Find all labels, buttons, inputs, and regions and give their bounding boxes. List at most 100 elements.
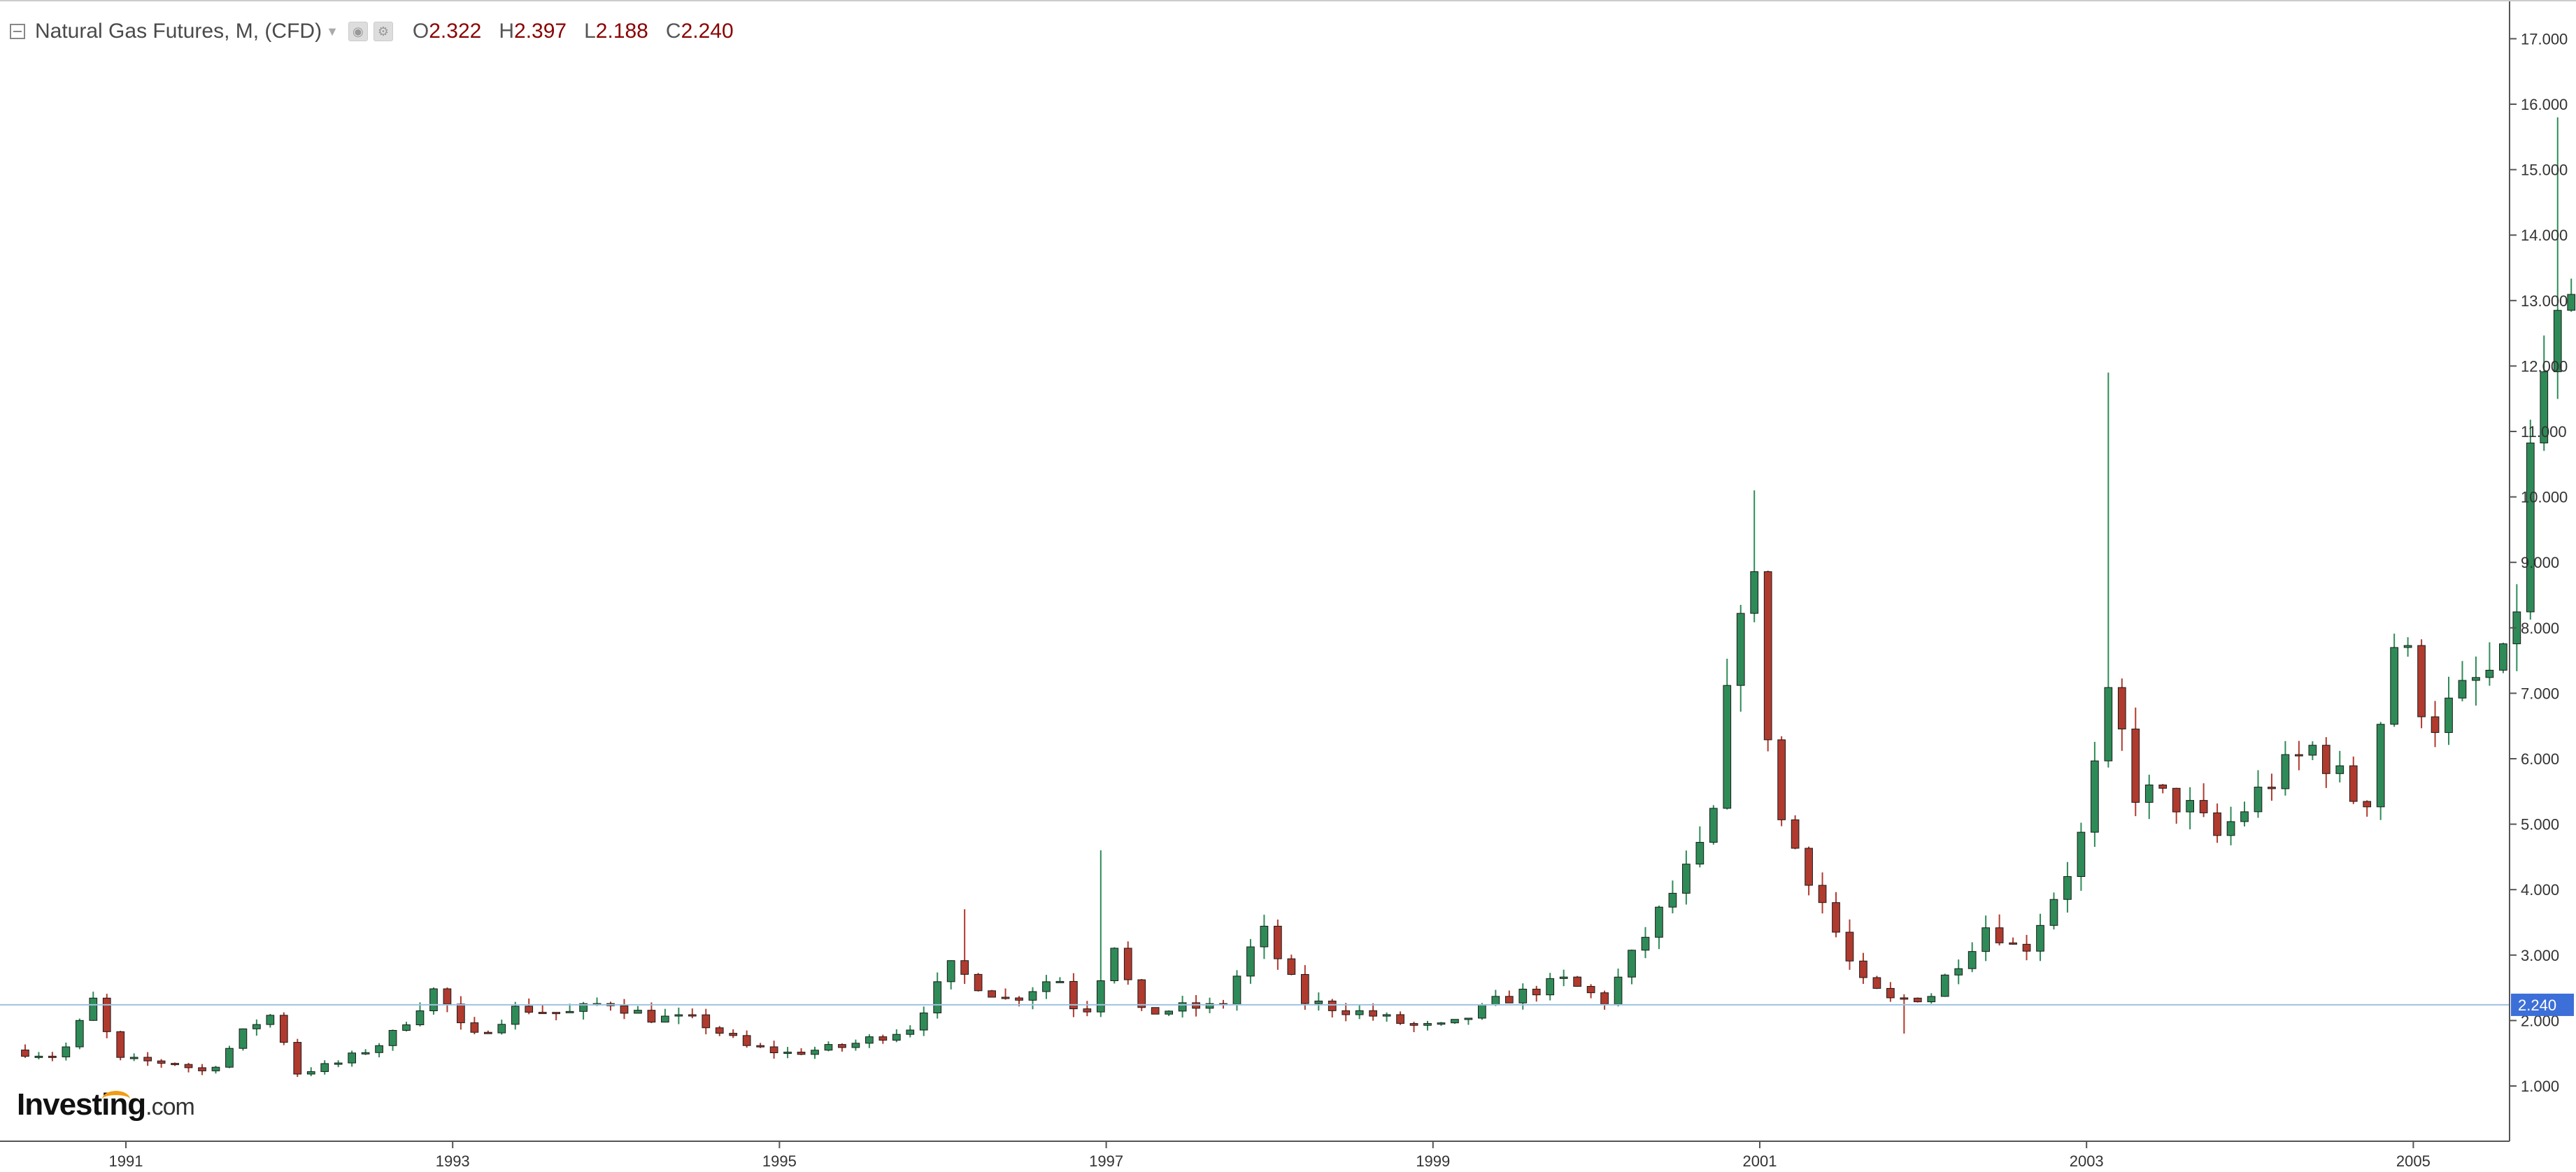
candle xyxy=(184,1062,193,1073)
candle xyxy=(620,999,629,1020)
candle xyxy=(946,960,955,989)
candle xyxy=(1546,973,1555,1001)
candle xyxy=(1028,987,1037,1010)
candle xyxy=(824,1041,833,1052)
candle xyxy=(1504,990,1514,1003)
candle xyxy=(266,1013,275,1028)
candle xyxy=(2186,787,2194,829)
candle xyxy=(1137,978,1146,1011)
candle xyxy=(1355,1004,1364,1020)
x-tick-label: 1995 xyxy=(762,1152,797,1170)
candle xyxy=(2199,783,2208,817)
candle xyxy=(1600,990,1609,1010)
candle xyxy=(1832,892,1840,938)
candle xyxy=(634,1006,642,1014)
candle xyxy=(483,1030,492,1034)
candle xyxy=(2431,701,2440,748)
candle xyxy=(1478,1003,1486,1020)
candle xyxy=(1260,915,1269,959)
candle xyxy=(1954,959,1963,985)
candle xyxy=(1042,975,1051,999)
candle xyxy=(715,1026,724,1036)
y-tick-label: 15.000 xyxy=(2521,162,2568,179)
x-tick-label: 1993 xyxy=(436,1152,470,1170)
candle xyxy=(293,1038,302,1078)
y-tick-label: 1.000 xyxy=(2521,1078,2559,1095)
candle xyxy=(1096,850,1105,1017)
logo-swoosh-icon xyxy=(102,1091,130,1108)
candle xyxy=(2131,707,2140,817)
candle xyxy=(1723,659,1732,810)
candle xyxy=(1736,605,1745,712)
chevron-down-icon[interactable]: ▼ xyxy=(326,24,339,38)
chart-legend: Natural Gas Futures, M, (CFD) ▼ ◉ ⚙ O 2.3… xyxy=(10,20,734,43)
candle xyxy=(2268,773,2276,801)
candle xyxy=(1123,941,1132,985)
candle xyxy=(756,1043,765,1048)
candle xyxy=(348,1050,357,1067)
candle xyxy=(1791,815,1800,850)
collapse-legend-icon[interactable] xyxy=(10,24,25,39)
candle xyxy=(1328,999,1337,1017)
candle xyxy=(1845,919,1854,970)
settings-gear-icon[interactable]: ⚙ xyxy=(373,22,393,41)
candle xyxy=(1396,1011,1404,1025)
candle xyxy=(1055,977,1065,983)
y-tick-label: 14.000 xyxy=(2521,227,2568,244)
candle xyxy=(457,996,465,1030)
candle xyxy=(2022,934,2031,961)
close-value: 2.240 xyxy=(681,20,734,43)
candle xyxy=(933,972,942,1019)
candle xyxy=(906,1025,915,1038)
candle xyxy=(1573,976,1581,987)
candle xyxy=(2567,278,2576,312)
candle xyxy=(1695,826,1705,868)
current-price-badge: 2.240 xyxy=(2511,993,2574,1016)
candle xyxy=(129,1053,138,1062)
candle xyxy=(1369,1003,1378,1021)
candle xyxy=(211,1066,220,1074)
candle xyxy=(2049,892,2058,930)
candle xyxy=(239,1028,248,1051)
candle xyxy=(1886,982,1895,1002)
candle xyxy=(1818,872,1827,914)
candle xyxy=(919,1006,928,1036)
candle xyxy=(1872,976,1881,989)
candle xyxy=(2417,639,2426,729)
candle xyxy=(878,1034,888,1044)
low-value: 2.188 xyxy=(595,20,648,43)
y-tick-label: 5.000 xyxy=(2521,816,2559,834)
candle xyxy=(279,1012,288,1045)
candle xyxy=(2104,372,2113,768)
candle xyxy=(1110,947,1119,984)
candle xyxy=(674,1007,683,1024)
high-label: H xyxy=(499,20,515,43)
x-tick-label: 1991 xyxy=(109,1152,143,1170)
candle xyxy=(988,989,996,998)
y-tick-label: 12.000 xyxy=(2521,357,2568,375)
y-tick-label: 11.000 xyxy=(2521,423,2567,441)
visibility-icon[interactable]: ◉ xyxy=(348,22,368,41)
candle xyxy=(2458,661,2467,701)
candle xyxy=(2376,722,2385,820)
open-label: O xyxy=(412,20,429,43)
candle xyxy=(1464,1017,1473,1025)
candle xyxy=(1655,906,1663,950)
y-tick-label: 17.000 xyxy=(2521,30,2568,48)
candle xyxy=(2077,822,2086,891)
candle xyxy=(2403,637,2412,657)
candle xyxy=(552,1012,561,1021)
candle xyxy=(1423,1020,1432,1031)
high-value: 2.397 xyxy=(514,20,567,43)
candle xyxy=(1614,969,1623,1007)
candle xyxy=(538,1004,547,1015)
candle xyxy=(1287,955,1296,976)
candle xyxy=(1559,969,1568,987)
candle xyxy=(1001,988,1010,1000)
x-tick-label: 2005 xyxy=(2396,1152,2431,1170)
candle xyxy=(1805,846,1813,896)
candle xyxy=(2144,774,2154,820)
instrument-title[interactable]: Natural Gas Futures, M, (CFD) xyxy=(35,20,322,43)
candle xyxy=(865,1034,874,1048)
